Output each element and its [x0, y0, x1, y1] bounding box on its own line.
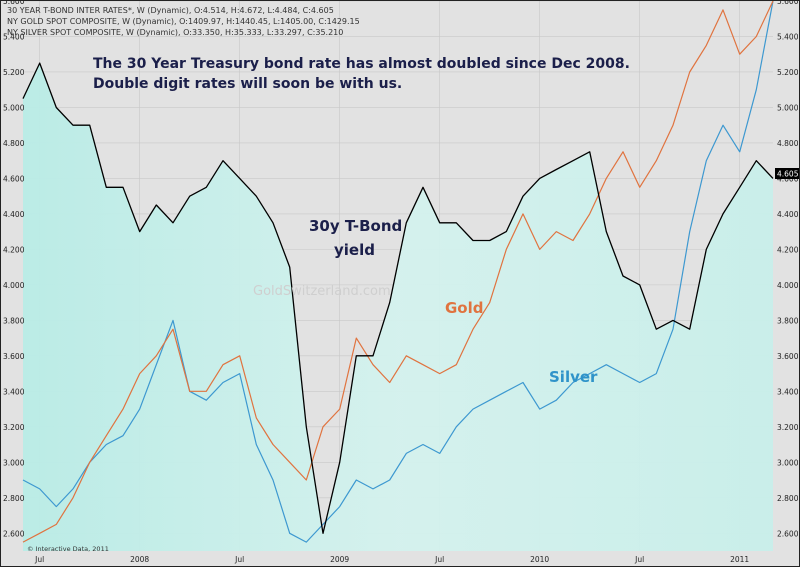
annotation-line-2: Double digit rates will soon be with us.: [93, 76, 402, 92]
y-tick-left: 5.200: [3, 68, 25, 77]
x-tick-label: Jul: [634, 555, 644, 564]
y-tick-left: 3.800: [3, 316, 25, 325]
x-tick-label: 2008: [130, 555, 149, 564]
x-tick-label: 2009: [330, 555, 349, 564]
y-tick-right: 4.400: [777, 210, 799, 219]
y-tick-left: 3.200: [3, 423, 25, 432]
y-tick-left: 4.400: [3, 210, 25, 219]
gold-label: Gold: [445, 299, 484, 317]
y-tick-left: 5.000: [3, 103, 25, 112]
bond-area: [23, 63, 773, 551]
y-tick-left: 3.400: [3, 387, 25, 396]
y-tick-right: 5.200: [777, 68, 799, 77]
last-value-tag: 4.605: [775, 168, 799, 179]
y-tick-right: 3.200: [777, 423, 799, 432]
y-tick-left: 2.600: [3, 529, 25, 538]
y-tick-left: 5.400: [3, 32, 25, 41]
y-tick-left: 4.600: [3, 174, 25, 183]
y-tick-right: 3.400: [777, 387, 799, 396]
legend-bond: 30 YEAR T-BOND INTER RATES*, W (Dynamic)…: [7, 6, 334, 15]
y-tick-right: 3.600: [777, 352, 799, 361]
legend-silver: NY SILVER SPOT COMPOSITE, W (Dynamic), O…: [7, 28, 343, 37]
last-value-text: 4.605: [777, 170, 799, 179]
y-tick-left: 2.800: [3, 494, 25, 503]
y-tick-right: 3.800: [777, 316, 799, 325]
y-tick-left: 3.000: [3, 458, 25, 467]
series-line-silver: [22, 0, 774, 543]
annotation-line-1: The 30 Year Treasury bond rate has almos…: [93, 56, 630, 72]
x-tick-label: Jul: [434, 555, 444, 564]
series-line-gold: [22, 0, 774, 543]
x-tick-label: 2010: [530, 555, 549, 564]
y-tick-right: 2.600: [777, 529, 799, 538]
y-axis-right: 2.600 2.800 3.000 3.200 3.400 3.600 3.800 4.000…: [777, 0, 799, 538]
y-tick-right: 4.200: [777, 245, 799, 254]
y-tick-right: 2.800: [777, 494, 799, 503]
credit-text: © Interactive Data, 2011: [27, 545, 109, 553]
silver-label: Silver: [549, 368, 598, 386]
y-tick-left: 4.200: [3, 245, 25, 254]
watermark: GoldSwitzerland.com: [253, 284, 391, 299]
series-layer: [22, 0, 774, 543]
x-tick-label: 2011: [730, 555, 749, 564]
x-tick-label: Jul: [234, 555, 244, 564]
x-axis: Jul 2008 Jul 2009 Jul 2010 Jul 2011: [34, 555, 749, 564]
bond-label-line-1: 30y T-Bond: [309, 217, 402, 235]
bond-area-fill: [23, 63, 773, 551]
y-tick-left: 4.800: [3, 139, 25, 148]
y-tick-right: 5.000: [777, 103, 799, 112]
y-axis-left: 2.600 2.800 3.000 3.200 3.400 3.600 3.800 4.000…: [3, 0, 25, 538]
y-tick-left: 5.600: [3, 1, 25, 6]
x-tick-label: Jul: [34, 555, 44, 564]
series-line-30y-t-bond: [22, 62, 774, 534]
y-tick-left: 3.600: [3, 352, 25, 361]
y-tick-left: 4.000: [3, 281, 25, 290]
y-tick-right: 5.600: [777, 1, 799, 6]
y-tick-right: 4.000: [777, 281, 799, 290]
y-tick-right: 5.400: [777, 32, 799, 41]
bond-label-line-2: yield: [334, 241, 375, 259]
y-tick-right: 3.000: [777, 458, 799, 467]
y-tick-right: 4.800: [777, 139, 799, 148]
legend-gold: NY GOLD SPOT COMPOSITE, W (Dynamic), O:1…: [7, 17, 360, 26]
